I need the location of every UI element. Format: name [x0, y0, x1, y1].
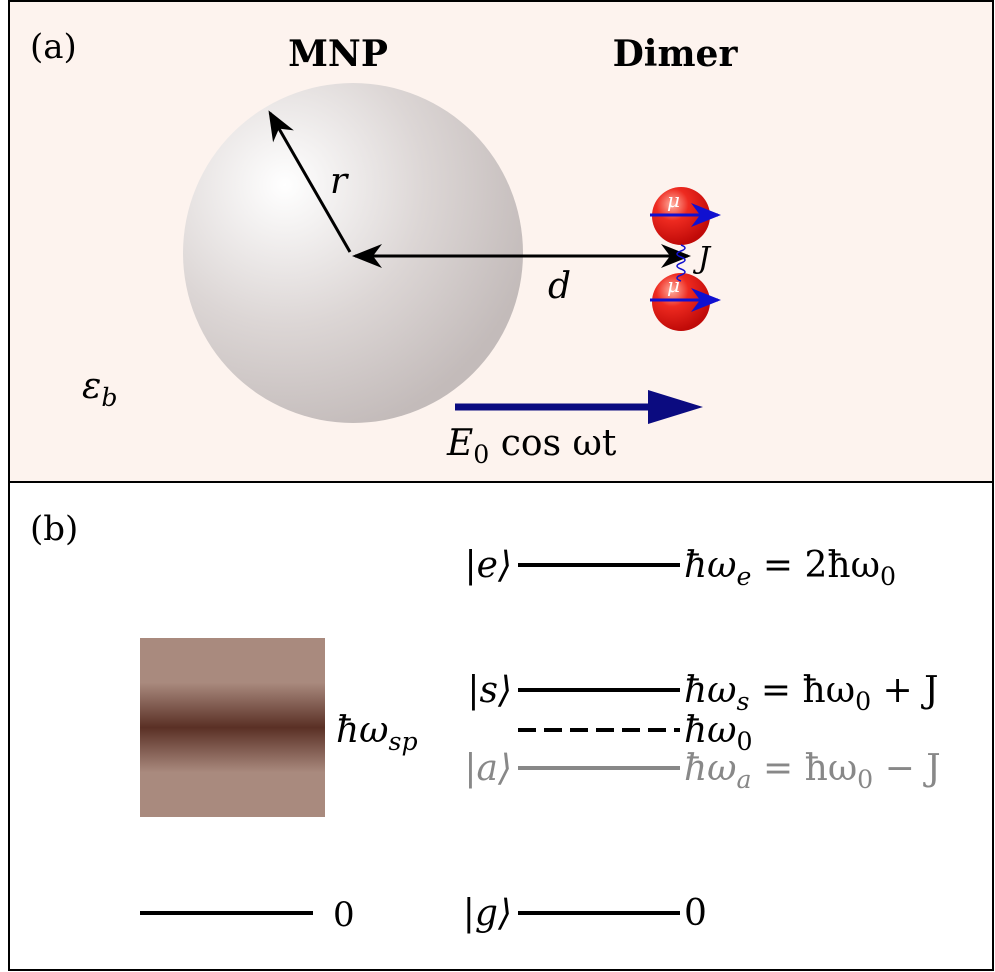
subscript: 0 — [737, 727, 753, 756]
text-part: ħω — [684, 670, 737, 711]
distance-label: d — [548, 266, 571, 307]
subscript: 0 — [473, 440, 489, 469]
mnp-title: MNP — [288, 33, 388, 75]
plasmon-band — [140, 638, 325, 817]
mnp-sphere — [183, 83, 523, 423]
dipole-label: μ — [667, 188, 680, 212]
subscript: e — [737, 562, 752, 591]
text-part: E — [446, 423, 473, 464]
text-part: = ħω — [749, 670, 855, 711]
energy-label: 0 — [684, 893, 707, 934]
panel-label: (b) — [30, 509, 78, 549]
subscript: 0 — [857, 765, 873, 794]
field-label: E0 cos ωt — [446, 423, 617, 469]
state-label: |s⟩ — [467, 670, 512, 711]
subscript: 0 — [855, 687, 871, 716]
text-part: + J — [871, 670, 938, 711]
text-part: = ħω — [752, 748, 858, 789]
subscript: 0 — [880, 562, 896, 591]
text-part: ħω — [336, 710, 389, 751]
subscript: a — [737, 765, 752, 794]
radius-label: r — [330, 161, 349, 202]
text-part: 0 — [684, 893, 707, 934]
subscript: sp — [389, 727, 418, 756]
state-label: |e⟩ — [465, 545, 512, 586]
subscript: b — [101, 383, 117, 412]
dimer-title: Dimer — [613, 33, 739, 75]
state-label: |g⟩ — [463, 893, 512, 934]
dipole-label: μ — [667, 273, 680, 297]
energy-label: ħωe = 2ħω0 — [684, 545, 896, 591]
text-part: = 2ħω — [751, 545, 880, 586]
dimer-molecule — [652, 273, 710, 331]
text-part: ħω — [684, 710, 737, 751]
text-part: cos ωt — [489, 423, 617, 464]
text-part: ε — [82, 366, 101, 407]
text-part: ħω — [684, 545, 737, 586]
mnp-ground-label: 0 — [333, 895, 355, 935]
text-part: ħω — [684, 748, 737, 789]
state-label: |a⟩ — [464, 748, 512, 789]
energy-label: ħωa = ħω0 − J — [684, 748, 941, 794]
subscript: s — [737, 687, 750, 716]
diagram: (a) MNP Dimer r d μ μ J εb E0 cos ωt (b)… — [0, 0, 995, 972]
panel-label: (a) — [30, 27, 77, 67]
text-part: − J — [873, 748, 940, 789]
